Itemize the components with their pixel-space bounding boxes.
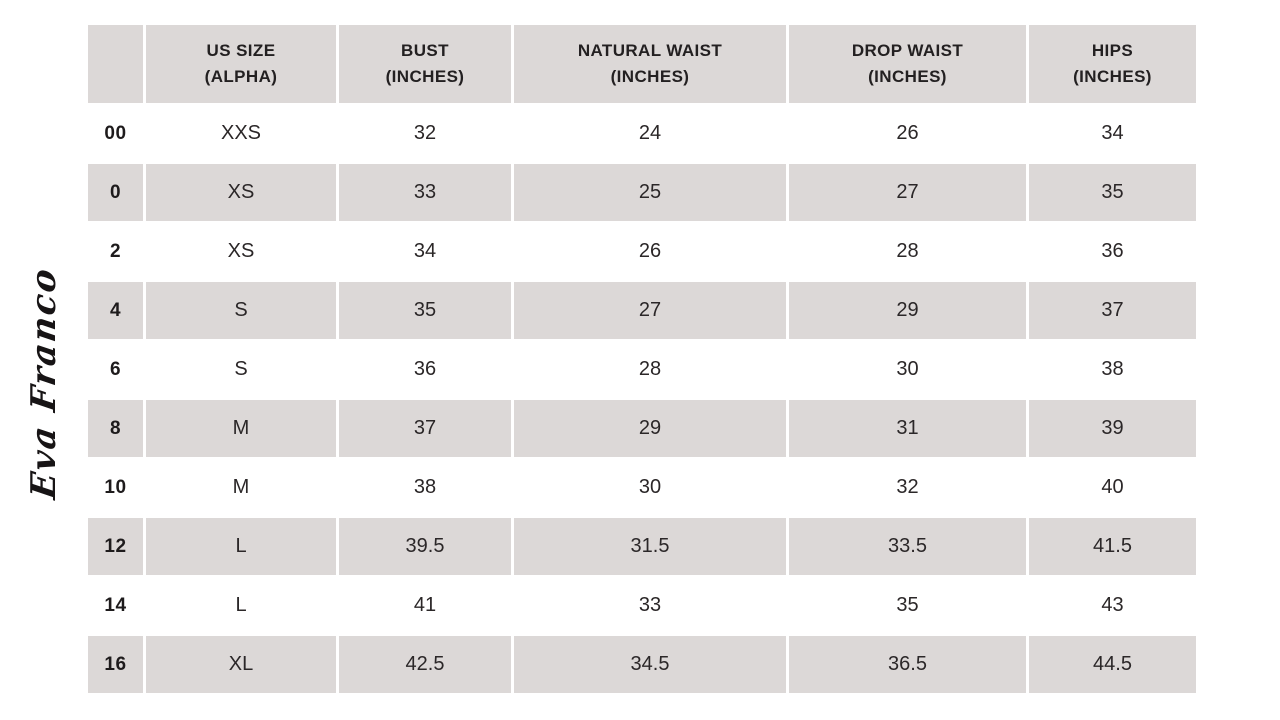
hips-cell: 35 — [1029, 164, 1196, 221]
natural-waist-cell: 29 — [514, 400, 786, 457]
header-line1: HIPS — [1091, 41, 1134, 60]
alpha-size-cell: XXS — [146, 105, 336, 162]
drop-waist-cell: 30 — [789, 341, 1026, 398]
us-size-cell: 10 — [88, 459, 143, 516]
us-size-cell: 4 — [88, 282, 143, 339]
hips-cell: 44.5 — [1029, 636, 1196, 693]
us-size-cell: 2 — [88, 223, 143, 280]
hips-cell: 37 — [1029, 282, 1196, 339]
header-line1: DROP WAIST — [851, 41, 964, 60]
header-line1: US SIZE — [206, 41, 276, 60]
col-header-bust: BUST (INCHES) — [339, 25, 511, 103]
alpha-size-cell: L — [146, 577, 336, 634]
col-header-drop-waist: DROP WAIST (INCHES) — [789, 25, 1026, 103]
hips-cell: 41.5 — [1029, 518, 1196, 575]
drop-waist-cell: 36.5 — [789, 636, 1026, 693]
brand-logo-text: Eva Franco — [24, 264, 64, 502]
header-line1: NATURAL WAIST — [577, 41, 723, 60]
us-size-cell: 16 — [88, 636, 143, 693]
table-row-size-8: 8 M 37 29 31 39 — [88, 400, 1196, 457]
bust-cell: 41 — [339, 577, 511, 634]
us-size-cell: 8 — [88, 400, 143, 457]
bust-cell: 34 — [339, 223, 511, 280]
header-line2: (INCHES) — [385, 67, 465, 86]
table-row-size-14: 14 L 41 33 35 43 — [88, 577, 1196, 634]
alpha-size-cell: S — [146, 282, 336, 339]
col-header-natural-waist: NATURAL WAIST (INCHES) — [514, 25, 786, 103]
natural-waist-cell: 27 — [514, 282, 786, 339]
natural-waist-cell: 31.5 — [514, 518, 786, 575]
natural-waist-cell: 26 — [514, 223, 786, 280]
us-size-cell: 00 — [88, 105, 143, 162]
hips-cell: 38 — [1029, 341, 1196, 398]
header-line2: (INCHES) — [1073, 67, 1152, 86]
drop-waist-cell: 31 — [789, 400, 1026, 457]
table-row-size-16: 16 XL 42.5 34.5 36.5 44.5 — [88, 636, 1196, 693]
header-line1: BUST — [401, 41, 449, 60]
table-row-size-2: 2 XS 34 26 28 36 — [88, 223, 1196, 280]
natural-waist-cell: 33 — [514, 577, 786, 634]
table-row-size-10: 10 M 38 30 32 40 — [88, 459, 1196, 516]
drop-waist-cell: 27 — [789, 164, 1026, 221]
hips-cell: 39 — [1029, 400, 1196, 457]
table-row-size-0: 0 XS 33 25 27 35 — [88, 164, 1196, 221]
natural-waist-cell: 30 — [514, 459, 786, 516]
bust-cell: 37 — [339, 400, 511, 457]
us-size-cell: 14 — [88, 577, 143, 634]
natural-waist-cell: 25 — [514, 164, 786, 221]
col-header-hips: HIPS (INCHES) — [1029, 25, 1196, 103]
bust-cell: 32 — [339, 105, 511, 162]
bust-cell: 33 — [339, 164, 511, 221]
bust-cell: 39.5 — [339, 518, 511, 575]
hips-cell: 34 — [1029, 105, 1196, 162]
header-line2: (INCHES) — [610, 67, 690, 86]
natural-waist-cell: 28 — [514, 341, 786, 398]
bust-cell: 38 — [339, 459, 511, 516]
drop-waist-cell: 32 — [789, 459, 1026, 516]
drop-waist-cell: 26 — [789, 105, 1026, 162]
header-row: US SIZE (ALPHA) BUST (INCHES) NATURAL WA… — [88, 25, 1196, 103]
us-size-cell: 6 — [88, 341, 143, 398]
alpha-size-cell: XL — [146, 636, 336, 693]
table-row-size-4: 4 S 35 27 29 37 — [88, 282, 1196, 339]
alpha-size-cell: XS — [146, 223, 336, 280]
col-header-us-size-alpha: US SIZE (ALPHA) — [146, 25, 336, 103]
alpha-size-cell: M — [146, 400, 336, 457]
table-row-size-00: 00 XXS 32 24 26 34 — [88, 105, 1196, 162]
alpha-size-cell: XS — [146, 164, 336, 221]
natural-waist-cell: 24 — [514, 105, 786, 162]
bust-cell: 36 — [339, 341, 511, 398]
drop-waist-cell: 35 — [789, 577, 1026, 634]
alpha-size-cell: S — [146, 341, 336, 398]
hips-cell: 36 — [1029, 223, 1196, 280]
header-line2: (ALPHA) — [204, 67, 278, 86]
corner-cell — [88, 25, 143, 103]
natural-waist-cell: 34.5 — [514, 636, 786, 693]
hips-cell: 43 — [1029, 577, 1196, 634]
drop-waist-cell: 29 — [789, 282, 1026, 339]
table-row-size-12: 12 L 39.5 31.5 33.5 41.5 — [88, 518, 1196, 575]
us-size-cell: 0 — [88, 164, 143, 221]
hips-cell: 40 — [1029, 459, 1196, 516]
alpha-size-cell: M — [146, 459, 336, 516]
drop-waist-cell: 28 — [789, 223, 1026, 280]
header-line2: (INCHES) — [868, 67, 947, 86]
table-row-size-6: 6 S 36 28 30 38 — [88, 341, 1196, 398]
drop-waist-cell: 33.5 — [789, 518, 1026, 575]
alpha-size-cell: L — [146, 518, 336, 575]
size-chart-table: US SIZE (ALPHA) BUST (INCHES) NATURAL WA… — [85, 23, 1199, 695]
bust-cell: 42.5 — [339, 636, 511, 693]
us-size-cell: 12 — [88, 518, 143, 575]
bust-cell: 35 — [339, 282, 511, 339]
